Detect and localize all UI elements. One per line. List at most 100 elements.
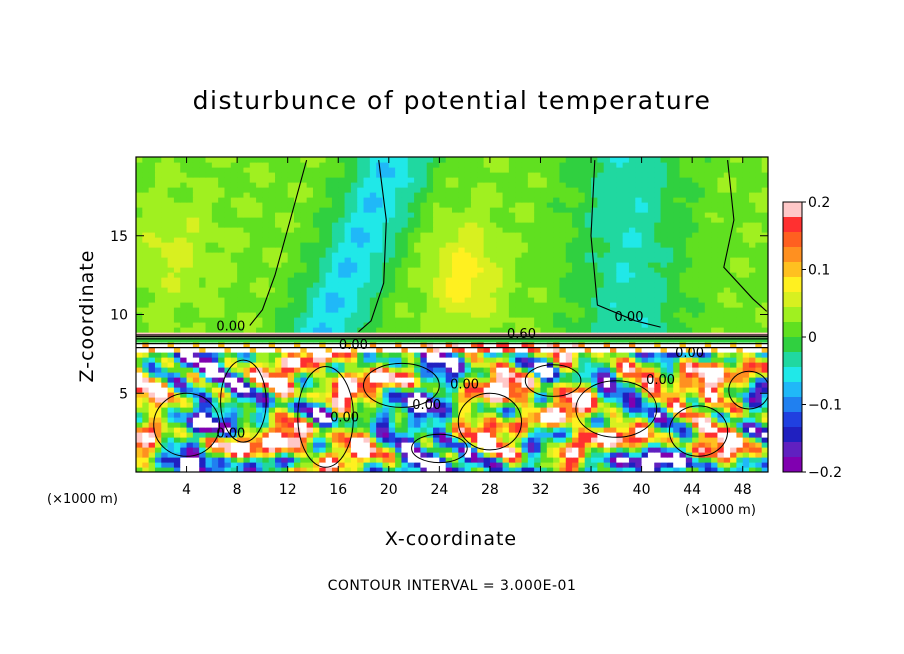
field-cell: [325, 327, 333, 333]
field-cell: [622, 437, 630, 443]
field-cell: [515, 392, 523, 398]
field-cell: [439, 317, 447, 323]
field-cell: [723, 272, 731, 278]
field-cell: [496, 427, 504, 433]
field-cell: [692, 312, 700, 318]
field-cell: [666, 237, 674, 243]
field-cell: [281, 322, 289, 328]
field-cell: [420, 337, 428, 343]
field-cell: [521, 352, 529, 358]
field-cell: [717, 457, 725, 463]
field-cell: [698, 432, 706, 438]
field-cell: [673, 297, 681, 303]
field-cell: [673, 302, 681, 308]
field-cell: [350, 362, 358, 368]
field-cell: [761, 232, 768, 238]
field-cell: [483, 407, 491, 413]
field-cell: [698, 277, 706, 283]
field-cell: [647, 452, 655, 458]
field-cell: [477, 252, 485, 258]
field-cell: [502, 242, 510, 248]
field-cell: [205, 387, 213, 393]
field-cell: [730, 367, 737, 373]
field-cell: [357, 417, 365, 423]
field-cell: [344, 297, 352, 303]
field-cell: [527, 437, 535, 443]
field-cell: [679, 412, 687, 418]
field-cell: [717, 242, 725, 248]
field-cell: [698, 397, 706, 403]
field-cell: [173, 287, 181, 293]
field-cell: [540, 442, 548, 448]
field-cell: [742, 347, 750, 353]
field-cell: [616, 467, 624, 472]
field-cell: [363, 317, 371, 323]
field-cell: [578, 287, 586, 293]
field-cell: [458, 307, 466, 313]
field-cell: [154, 462, 162, 468]
field-cell: [679, 312, 687, 318]
field-cell: [692, 367, 700, 373]
field-cell: [749, 232, 756, 238]
field-cell: [211, 392, 219, 398]
field-cell: [730, 422, 737, 428]
field-cell: [142, 452, 150, 458]
field-cell: [527, 307, 535, 313]
field-cell: [376, 392, 384, 398]
field-cell: [761, 227, 768, 233]
field-cell: [477, 417, 485, 423]
field-cell: [420, 377, 428, 383]
field-cell: [331, 377, 339, 383]
field-cell: [660, 362, 668, 368]
field-cell: [395, 467, 403, 472]
field-cell: [439, 422, 447, 428]
field-cell: [180, 272, 188, 278]
field-cell: [357, 437, 365, 443]
field-cell: [610, 377, 617, 383]
field-cell: [584, 227, 592, 233]
field-cell: [610, 457, 617, 463]
field-cell: [565, 252, 573, 258]
field-cell: [344, 357, 352, 363]
field-cell: [401, 317, 409, 323]
field-cell: [477, 297, 485, 303]
field-cell: [603, 292, 611, 298]
field-cell: [723, 252, 731, 258]
field-cell: [591, 377, 598, 383]
field-cell: [192, 397, 200, 403]
field-cell: [698, 347, 706, 353]
field-cell: [622, 342, 630, 348]
field-cell: [230, 232, 238, 238]
field-cell: [325, 232, 333, 238]
field-cell: [199, 272, 207, 278]
field-cell: [167, 232, 175, 238]
field-cell: [628, 442, 636, 448]
field-cell: [287, 322, 295, 328]
field-cell: [730, 452, 737, 458]
field-cell: [452, 292, 459, 298]
field-cell: [433, 267, 440, 273]
field-cell: [755, 442, 763, 448]
field-cell: [628, 322, 636, 328]
field-cell: [464, 342, 472, 348]
field-cell: [711, 307, 719, 313]
field-cell: [572, 302, 579, 308]
field-cell: [382, 457, 390, 463]
field-cell: [325, 367, 333, 373]
field-cell: [452, 402, 459, 408]
field-cell: [553, 307, 561, 313]
field-cell: [211, 227, 219, 233]
field-cell: [565, 402, 573, 408]
field-cell: [578, 242, 586, 248]
field-cell: [218, 467, 226, 472]
field-cell: [306, 257, 314, 263]
field-cell: [654, 272, 662, 278]
field-cell: [192, 422, 200, 428]
field-cell: [344, 387, 352, 393]
field-cell: [180, 392, 188, 398]
field-cell: [723, 437, 731, 443]
field-cell: [584, 462, 592, 468]
field-cell: [218, 457, 226, 463]
field-cell: [616, 267, 624, 273]
field-cell: [136, 377, 143, 383]
